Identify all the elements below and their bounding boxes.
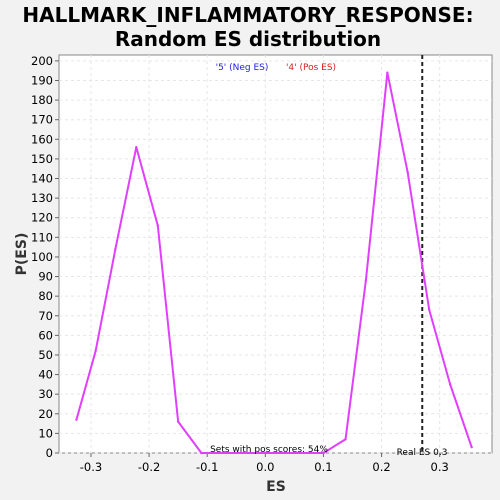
y-tick-label: 0 [46,446,53,460]
legend-pos-es: '4' (Pos ES) [286,63,336,73]
grid [59,55,492,454]
series-point [75,418,78,421]
x-tick-label: -0.2 [138,460,160,474]
series-point [344,438,347,441]
y-tick-label: 180 [31,93,53,107]
chart-title-line2: Random ES distribution [115,27,381,51]
y-axis-ticks: 0 10 20 30 40 50 60 70 80 90 100 110 120 130 140 150 160… [31,54,59,460]
series-point [386,71,389,74]
y-axis-label: P(ES) [14,233,30,276]
x-tick-label: -0.3 [80,460,102,474]
x-axis-label: ES [266,479,286,495]
y-tick-label: 20 [38,407,53,421]
y-tick-label: 190 [31,73,53,87]
y-tick-label: 90 [38,270,53,284]
x-axis-ticks: -0.3 -0.2 -0.1 0.0 0.1 0.2 0.3 [80,453,449,474]
x-tick-label: 0.0 [256,460,274,474]
series-point [94,349,97,353]
y-tick-label: 30 [38,387,53,401]
x-tick-label: 0.1 [314,460,332,474]
series-point [406,171,409,174]
y-tick-label: 140 [31,172,53,186]
plot-area [58,54,493,454]
x-tick-label: 0.2 [372,460,390,474]
series-point [135,145,138,149]
series-point [322,451,325,455]
y-tick-label: 40 [38,368,53,382]
series-point [470,445,473,449]
x-tick-label: 0.3 [431,460,449,474]
series-point [448,383,452,386]
chart-title-line1: HALLMARK_INFLAMMATORY_RESPONSE: [22,3,473,27]
y-tick-label: 60 [38,328,53,342]
real-es-label: Real ES 0.3 [397,448,448,458]
y-tick-label: 160 [31,132,53,146]
legend: '5' (Neg ES) '4' (Pos ES) [216,63,336,73]
series-point [156,224,160,227]
y-tick-label: 50 [38,348,53,362]
y-tick-label: 120 [31,211,53,225]
series-point [114,247,117,251]
y-tick-label: 200 [31,54,53,68]
pos-scores-annotation: Sets with pos scores: 54% [210,445,328,455]
series-point [428,308,431,312]
series-point [200,451,203,455]
x-tick-label: -0.1 [196,460,218,474]
y-tick-label: 80 [38,289,53,303]
y-tick-label: 110 [31,230,53,244]
series-point [176,420,180,423]
legend-neg-es: '5' (Neg ES) [216,63,269,73]
series-points [75,71,473,455]
y-tick-label: 100 [31,250,53,264]
y-tick-label: 70 [38,309,53,323]
series-point [364,279,368,282]
y-tick-label: 170 [31,113,53,127]
y-tick-label: 130 [31,191,53,205]
y-tick-label: 150 [31,152,53,166]
y-tick-label: 10 [38,426,53,440]
